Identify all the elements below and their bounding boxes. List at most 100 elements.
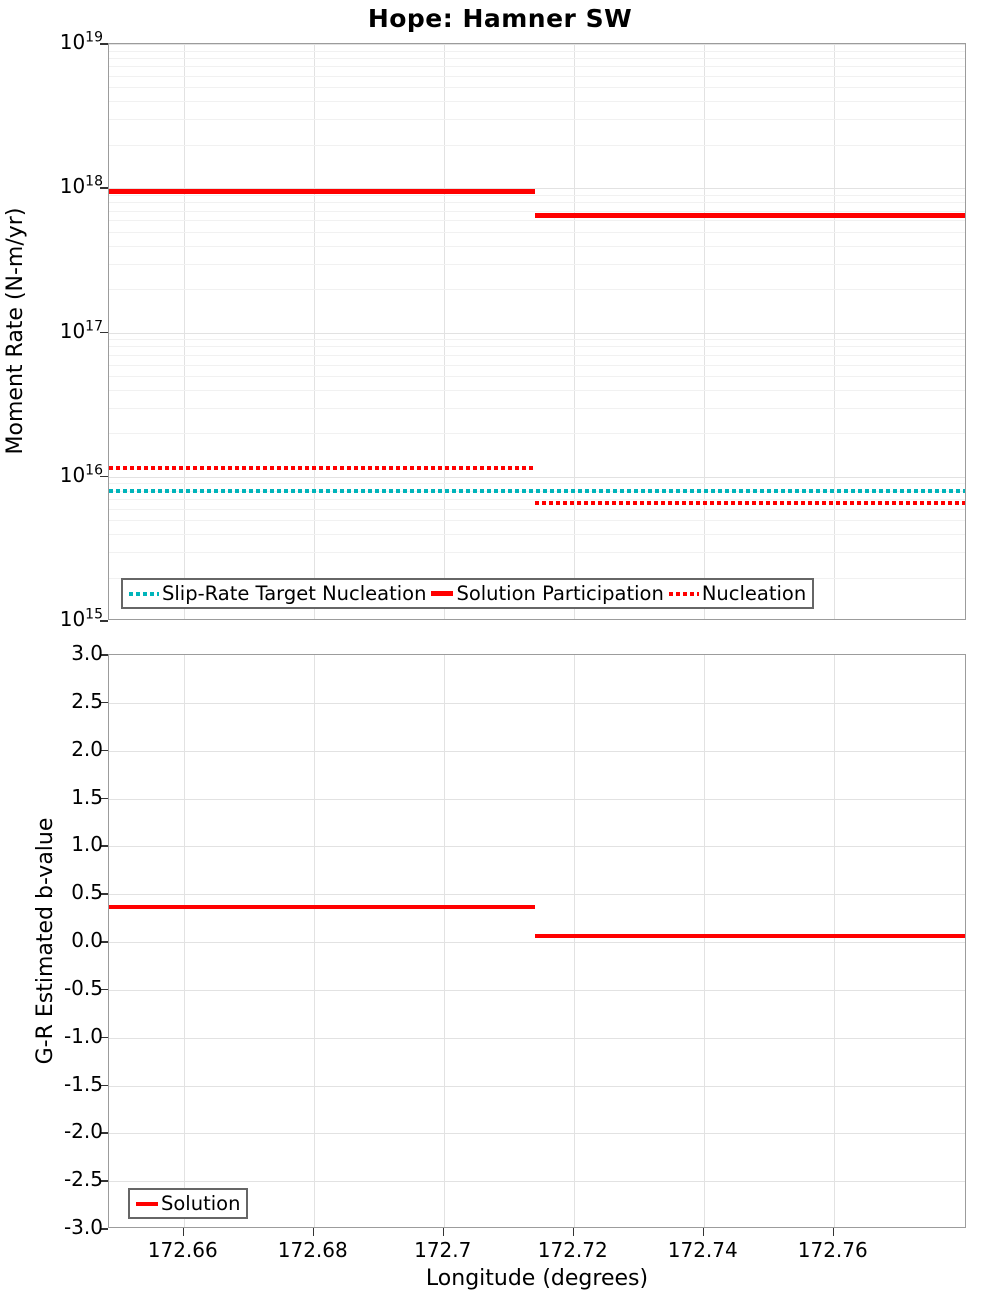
y-gridline-minor (109, 354, 965, 356)
y-gridline-major (109, 942, 965, 943)
legend-item-slip-rate-target-nucleation: Slip-Rate Target Nucleation (129, 582, 426, 605)
x-tick-label: 172.72 (537, 1238, 608, 1262)
y-gridline-minor (109, 520, 965, 522)
x-gridline (573, 44, 575, 619)
y-gridline-minor (109, 57, 965, 59)
legend-item-solution: Solution (136, 1192, 240, 1215)
x-tick-label: 172.68 (277, 1238, 348, 1262)
y-gridline-major (109, 989, 965, 991)
y-gridline-major (109, 750, 965, 752)
y-gridline-minor (109, 220, 965, 222)
y-tick-mantissa: 10 (59, 30, 86, 54)
y-tick-exponent: 15 (85, 606, 103, 623)
b-value-plot: Solution (108, 654, 966, 1228)
y-gridline-minor (109, 375, 965, 377)
y-tick (100, 1180, 108, 1182)
series-slip-rate-target-nucleation-segment (109, 488, 965, 493)
legend-line-sample-icon (129, 591, 159, 596)
y-tick (100, 43, 108, 45)
y-gridline-major (109, 1085, 965, 1087)
y-axis-label-b-value: G-R Estimated b-value (33, 817, 58, 1065)
y-gridline-major (109, 1181, 965, 1183)
y-tick-label: 2.0 (71, 736, 103, 761)
y-tick-exponent: 16 (85, 462, 103, 479)
legend-line-sample-icon (431, 591, 454, 596)
x-tick (702, 1228, 705, 1236)
y-gridline-minor (109, 346, 965, 348)
y-tick (100, 701, 108, 704)
y-gridline-minor (109, 534, 965, 536)
y-gridline-minor (109, 245, 965, 247)
y-gridline-minor (109, 389, 965, 391)
series-solution-participation-segment (534, 212, 965, 218)
y-gridline-minor (109, 231, 965, 233)
x-tick (832, 1228, 835, 1236)
x-gridline (833, 655, 835, 1227)
y-tick-label: 3.0 (71, 641, 103, 665)
y-gridline-minor (109, 144, 965, 146)
y-tick-label: -0.5 (63, 975, 103, 1000)
y-tick-label: 1017 (60, 318, 103, 344)
legend-line-sample-icon (668, 591, 699, 596)
x-gridline (183, 655, 185, 1227)
x-tick-label: 172.76 (797, 1238, 868, 1262)
y-gridline-minor (109, 119, 965, 121)
y-tick-exponent: 18 (85, 173, 103, 190)
x-tick-label: 172.74 (667, 1238, 738, 1262)
y-tick-label: 0.5 (71, 880, 103, 905)
y-tick (100, 749, 108, 752)
moment-rate-legend: Slip-Rate Target Nucleation Solution Part… (121, 578, 815, 609)
y-gridline-major (109, 188, 965, 190)
x-tick-label: 172.7 (414, 1238, 472, 1262)
y-tick-mantissa: 10 (59, 174, 86, 199)
y-gridline-major (109, 1037, 965, 1039)
y-tick (100, 941, 108, 943)
y-tick-label: 1019 (60, 29, 103, 55)
y-tick-label: -1.5 (63, 1071, 103, 1096)
y-tick-label: 1016 (60, 462, 103, 488)
y-tick-label: 1015 (60, 606, 103, 632)
y-gridline-major (109, 846, 965, 848)
x-gridline (443, 655, 445, 1227)
legend-item-solution-participation: Solution Participation (431, 582, 664, 605)
y-gridline-minor (109, 87, 965, 89)
y-gridline-major (109, 702, 965, 704)
x-tick (182, 1228, 185, 1236)
y-gridline-minor (109, 407, 965, 409)
y-gridline-minor (109, 508, 965, 510)
y-gridline-minor (109, 202, 965, 204)
y-tick-label: 2.5 (71, 688, 103, 713)
y-tick (100, 845, 108, 847)
y-gridline-minor (109, 433, 965, 435)
y-tick (100, 893, 108, 895)
y-tick (100, 1132, 108, 1134)
y-tick (100, 331, 108, 333)
series-solution-participation-segment (109, 188, 535, 194)
y-tick-exponent: 17 (85, 317, 103, 334)
y-gridline-minor (109, 50, 965, 52)
y-gridline-minor (109, 263, 965, 265)
y-gridline-minor (109, 66, 965, 68)
y-gridline-major (109, 894, 965, 896)
y-gridline-minor (109, 101, 965, 103)
y-gridline-minor (109, 552, 965, 554)
y-gridline-minor (109, 364, 965, 366)
y-gridline-major (109, 332, 965, 334)
y-tick (100, 654, 108, 656)
y-tick-label: -3.0 (63, 1215, 103, 1239)
y-tick (100, 797, 108, 799)
y-tick-label: 1.5 (71, 784, 103, 809)
y-tick (100, 988, 108, 991)
y-tick (100, 1036, 108, 1039)
y-gridline-major (109, 798, 965, 800)
y-gridline-major (109, 44, 965, 45)
moment-rate-plot: Slip-Rate Target Nucleation Solution Part… (108, 43, 966, 620)
legend-label: Solution (161, 1192, 241, 1215)
y-tick-label: 1018 (60, 173, 103, 199)
x-tick (572, 1228, 575, 1236)
y-axis-label-moment-rate: Moment Rate (N-m/yr) (3, 207, 28, 455)
x-gridline (703, 44, 705, 619)
y-tick-label: -2.5 (63, 1167, 103, 1192)
y-gridline-minor (109, 194, 965, 196)
